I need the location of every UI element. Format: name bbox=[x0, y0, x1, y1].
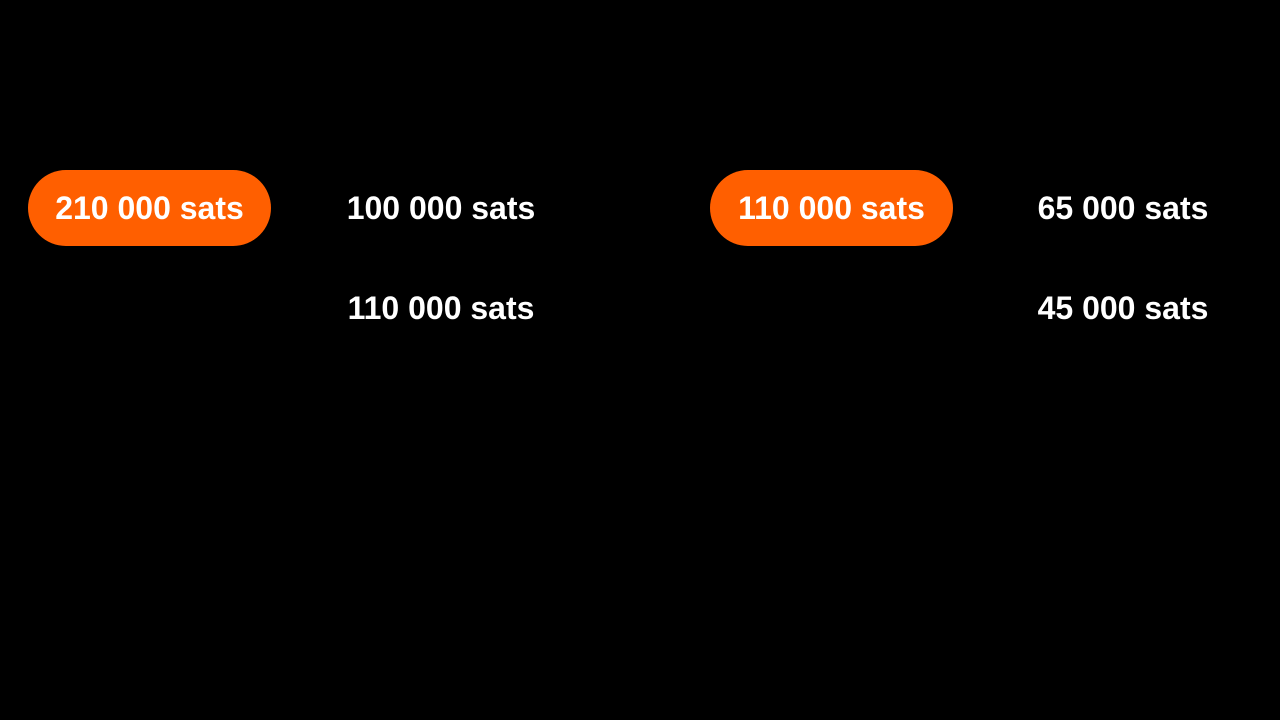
output-amount-label: 110 000 sats bbox=[347, 290, 535, 326]
output-amount-label: 100 000 sats bbox=[346, 190, 536, 226]
output-amount-label: 45 000 sats bbox=[1037, 290, 1209, 326]
input-amount-pill: 210 000 sats bbox=[28, 170, 271, 246]
input-amount-pill: 110 000 sats bbox=[710, 170, 953, 246]
output-amount-label: 65 000 sats bbox=[1037, 190, 1209, 226]
